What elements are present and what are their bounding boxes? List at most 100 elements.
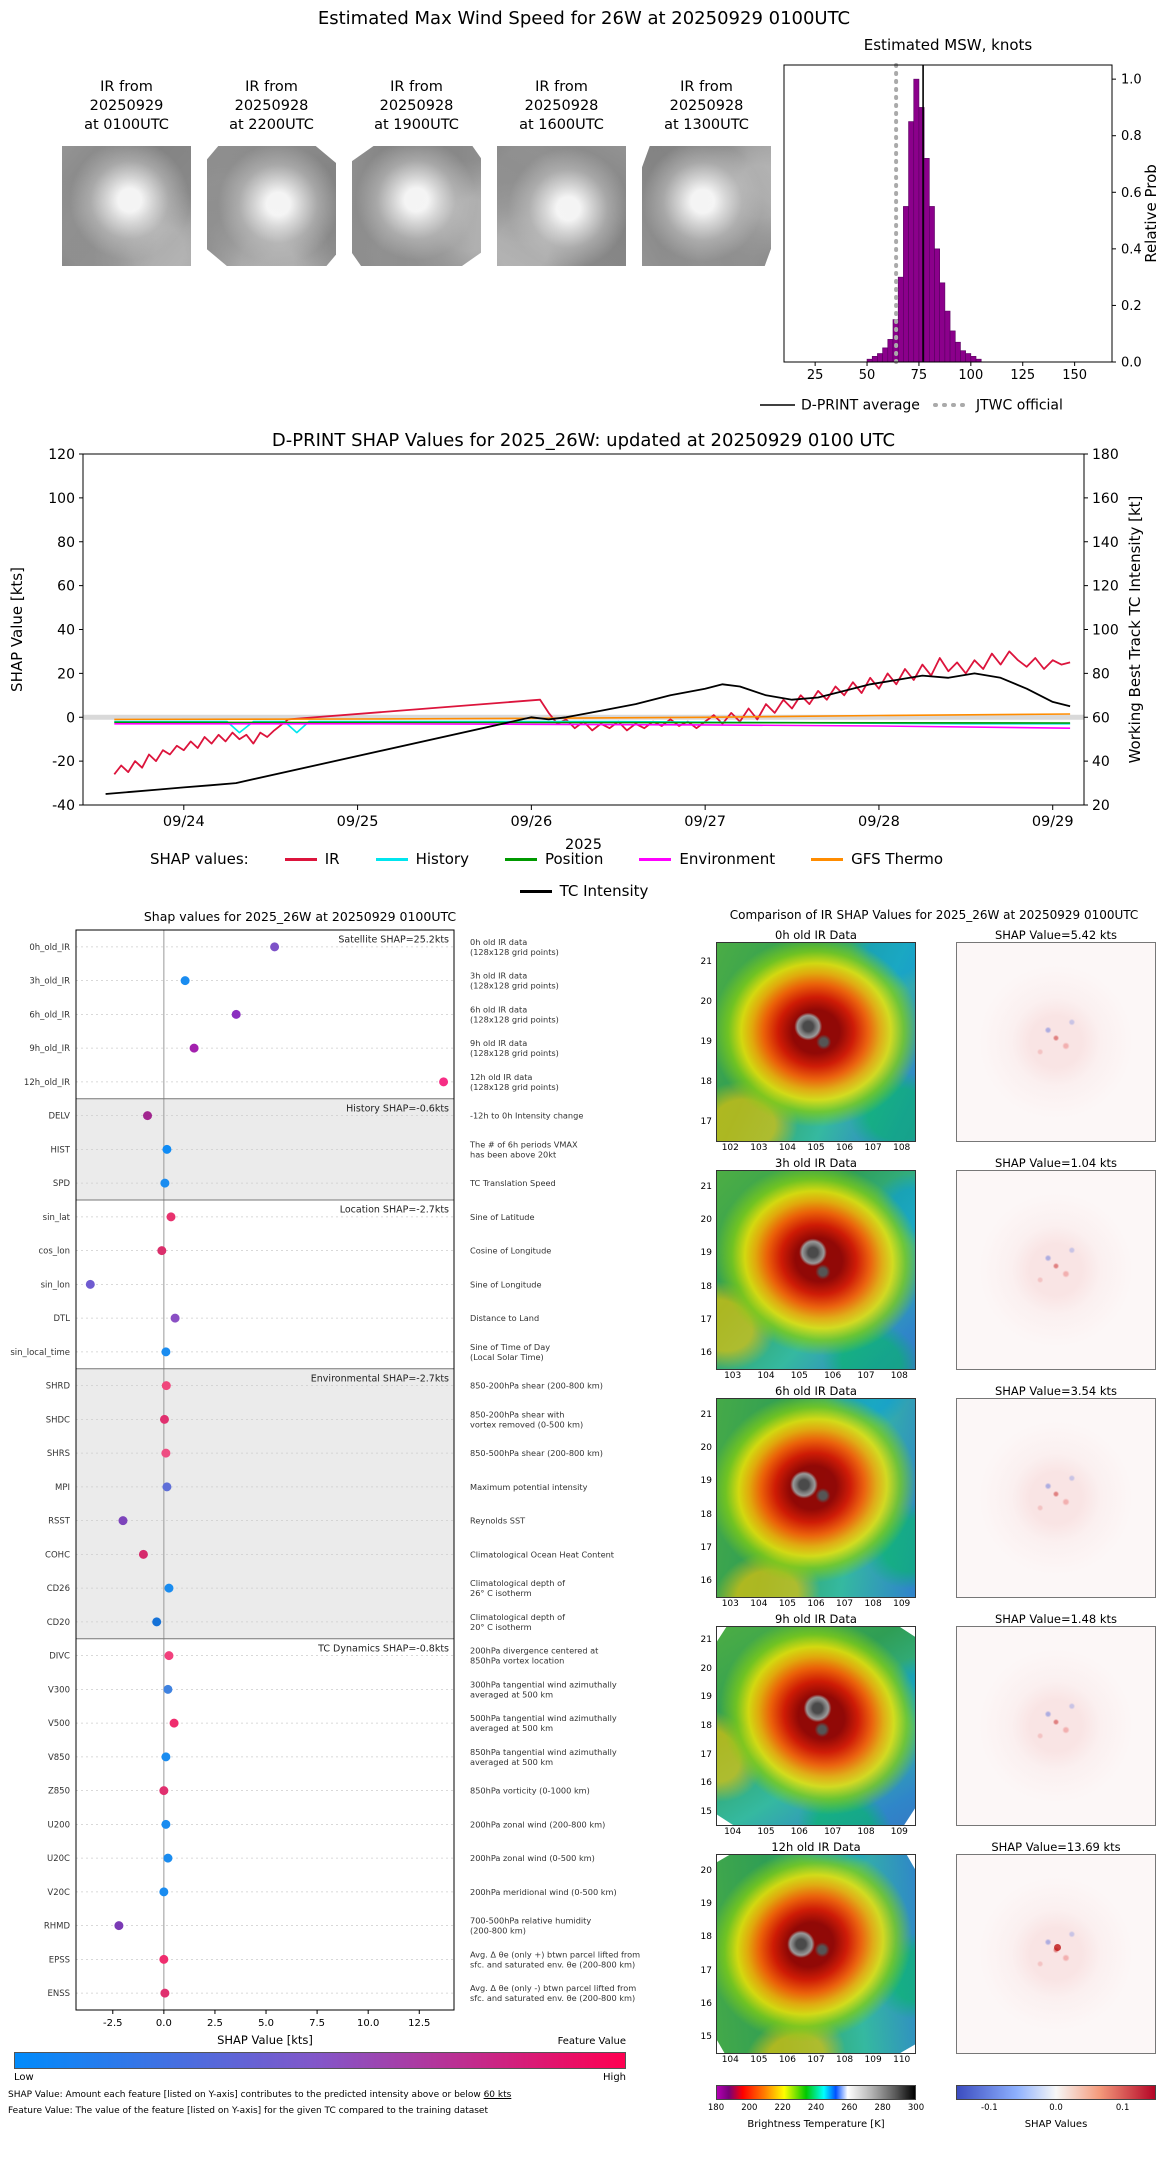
ir-map-title: 9h old IR Data bbox=[775, 1612, 857, 1626]
lat-tick-label: 19 bbox=[700, 1248, 712, 1259]
colorbar-tick: 200 bbox=[741, 2103, 758, 2113]
lon-tick-label: 103 bbox=[724, 1371, 742, 1381]
shap-map-title: SHAP Value=3.54 kts bbox=[994, 1384, 1118, 1398]
xaxis-year-label: 2025 bbox=[565, 837, 602, 853]
feature-value-colorbar-title: Feature Value bbox=[557, 2036, 626, 2047]
ir-map-image bbox=[716, 1398, 916, 1598]
tick-label: -2.5 bbox=[103, 2018, 123, 2029]
shap-map-visual bbox=[957, 1171, 1155, 1369]
shap-dot-V300 bbox=[163, 1684, 173, 1694]
thumb-label-line: 20250928 bbox=[524, 98, 599, 114]
ir-map-title: 12h old IR Data bbox=[771, 1840, 861, 1854]
histogram-bar bbox=[897, 276, 904, 363]
lat-tick-label: 17 bbox=[700, 1749, 712, 1760]
ir-thumbnail-label: IR from 20250928 at 1900UTC bbox=[352, 78, 481, 135]
lat-tick-label: 17 bbox=[700, 1965, 712, 1976]
feature-label-SHRD: SHRD bbox=[46, 1382, 71, 1392]
shap-dot-0h_old_IR bbox=[270, 942, 280, 952]
group-label-location: Location SHAP=-2.7kts bbox=[340, 1205, 449, 1216]
feature-desc: Distance to Land bbox=[470, 1313, 539, 1323]
lon-tick-label: 108 bbox=[864, 1599, 882, 1609]
feature-value-colorbar bbox=[14, 2052, 626, 2069]
thumb-label-line: IR from bbox=[100, 79, 153, 95]
shap-dot-sin_lat bbox=[166, 1212, 176, 1222]
feature-label-DIVC: DIVC bbox=[49, 1652, 70, 1662]
lat-tick-label: 15 bbox=[700, 1806, 712, 1817]
tick-label: -20 bbox=[52, 754, 75, 770]
series-ir bbox=[113, 650, 1071, 775]
shap-dot-RHMD bbox=[114, 1921, 124, 1931]
feature-desc: 300hPa tangential wind azimuthally bbox=[470, 1679, 617, 1689]
feature-label-sin_lat: sin_lat bbox=[43, 1213, 71, 1223]
latitude-ticks: 20 19 18 17 16 15 bbox=[700, 1840, 714, 2068]
lat-tick-label: 20 bbox=[700, 1443, 712, 1453]
feature-desc: 850hPa vortex location bbox=[470, 1656, 564, 1666]
legend-swatch bbox=[639, 857, 672, 861]
thumb-label-line: IR from bbox=[680, 79, 733, 95]
longitude-ticks: 103 104 105 106 107 108 bbox=[716, 1371, 916, 1383]
tick-label: 2.5 bbox=[207, 2018, 223, 2029]
feature-desc: Climatological depth of bbox=[470, 1578, 566, 1588]
ir-thumbnail-3: IR from 20250928 at 1600UTC bbox=[497, 78, 626, 266]
tick-label: 5.0 bbox=[258, 2018, 274, 2029]
lat-tick-label: 19 bbox=[700, 1692, 712, 1703]
feature-label-3h_old_IR: 3h_old_IR bbox=[29, 977, 70, 987]
feature-desc: 700-500hPa relative humidity bbox=[470, 1916, 591, 1926]
shap-dot-SHRD bbox=[161, 1381, 171, 1391]
tick-label: 09/26 bbox=[510, 814, 552, 830]
comparison-row-6h: 6h old IR Data SHAP Value=3.54 kts 21 20 1… bbox=[700, 1384, 1168, 1612]
tick-label: 09/28 bbox=[858, 814, 900, 830]
ir-map-image bbox=[716, 1626, 916, 1826]
ir-thumbnail-image bbox=[62, 146, 191, 266]
feature-label-DTL: DTL bbox=[54, 1314, 71, 1324]
tick-label: 180 bbox=[1092, 447, 1119, 463]
feature-label-ENSS: ENSS bbox=[47, 1989, 70, 1999]
shap-colorbar-ticks: -0.1 0.0 0.1 bbox=[956, 2103, 1156, 2115]
shap-dot-U200 bbox=[161, 1819, 171, 1829]
lat-tick-label: 18 bbox=[700, 1509, 712, 1520]
shap-dot-SHDC bbox=[159, 1414, 169, 1424]
feature-desc: 850hPa vorticity (0-1000 km) bbox=[470, 1786, 590, 1796]
lat-tick-label: 16 bbox=[700, 1999, 712, 2009]
colorbar-high-label: High bbox=[603, 2072, 626, 2083]
thumb-label-line: IR from bbox=[245, 79, 298, 95]
lat-tick-label: 15 bbox=[700, 2032, 712, 2043]
lon-tick-label: 105 bbox=[750, 2055, 768, 2065]
histogram-bar bbox=[944, 310, 951, 363]
histogram-bar bbox=[913, 78, 920, 363]
group-label-tc-dynamics: TC Dynamics SHAP=-0.8kts bbox=[317, 1643, 449, 1654]
ir-thumbnail-1: IR from 20250928 at 2200UTC bbox=[207, 78, 336, 266]
histogram-bar bbox=[882, 347, 889, 363]
feature-label-CD26: CD26 bbox=[47, 1584, 70, 1594]
feature-label-6h_old_IR: 6h_old_IR bbox=[29, 1010, 70, 1020]
comparison-row-9h: 9h old IR Data SHAP Value=1.48 kts 21 20 1… bbox=[700, 1612, 1168, 1840]
group-shading-environmental bbox=[76, 1368, 454, 1639]
lon-tick-label: 107 bbox=[807, 2055, 825, 2065]
tick-label: 80 bbox=[1092, 666, 1110, 682]
shap-dot-CD20 bbox=[152, 1617, 162, 1627]
feature-label-sin_local_time: sin_local_time bbox=[10, 1348, 70, 1358]
legend-jtwc-label: JTWC official bbox=[975, 398, 1063, 414]
shap-dot-EPSS bbox=[159, 1954, 169, 1964]
lon-tick-label: 107 bbox=[824, 1827, 842, 1837]
thumb-label-line: at 0100UTC bbox=[84, 117, 169, 133]
feature-desc: Climatological depth of bbox=[470, 1612, 566, 1622]
shap-dot-cos_lon bbox=[157, 1246, 167, 1256]
legend-label: Position bbox=[544, 850, 604, 868]
feature-desc: 200hPa zonal wind (200-800 km) bbox=[470, 1819, 605, 1829]
tick-label: 09/27 bbox=[684, 814, 726, 830]
tick-label: 0.6 bbox=[1121, 186, 1142, 201]
shap-dot-sin_local_time bbox=[161, 1347, 171, 1357]
ir-map-visual bbox=[717, 1399, 915, 1597]
lon-tick-label: 104 bbox=[750, 1599, 768, 1609]
ir-map-visual bbox=[717, 1855, 915, 2053]
histogram-bar bbox=[949, 330, 956, 363]
shap-map-image bbox=[956, 1854, 1156, 2054]
colorbar-tick: 0.1 bbox=[1115, 2103, 1130, 2113]
lon-tick-label: 106 bbox=[778, 2055, 797, 2065]
feature-label-EPSS: EPSS bbox=[49, 1955, 70, 1965]
feature-desc: The # of 6h periods VMAX bbox=[469, 1139, 578, 1149]
legend-label: Environment bbox=[679, 850, 776, 868]
lat-tick-label: 16 bbox=[700, 1576, 712, 1587]
feature-desc: averaged at 500 km bbox=[470, 1723, 553, 1733]
